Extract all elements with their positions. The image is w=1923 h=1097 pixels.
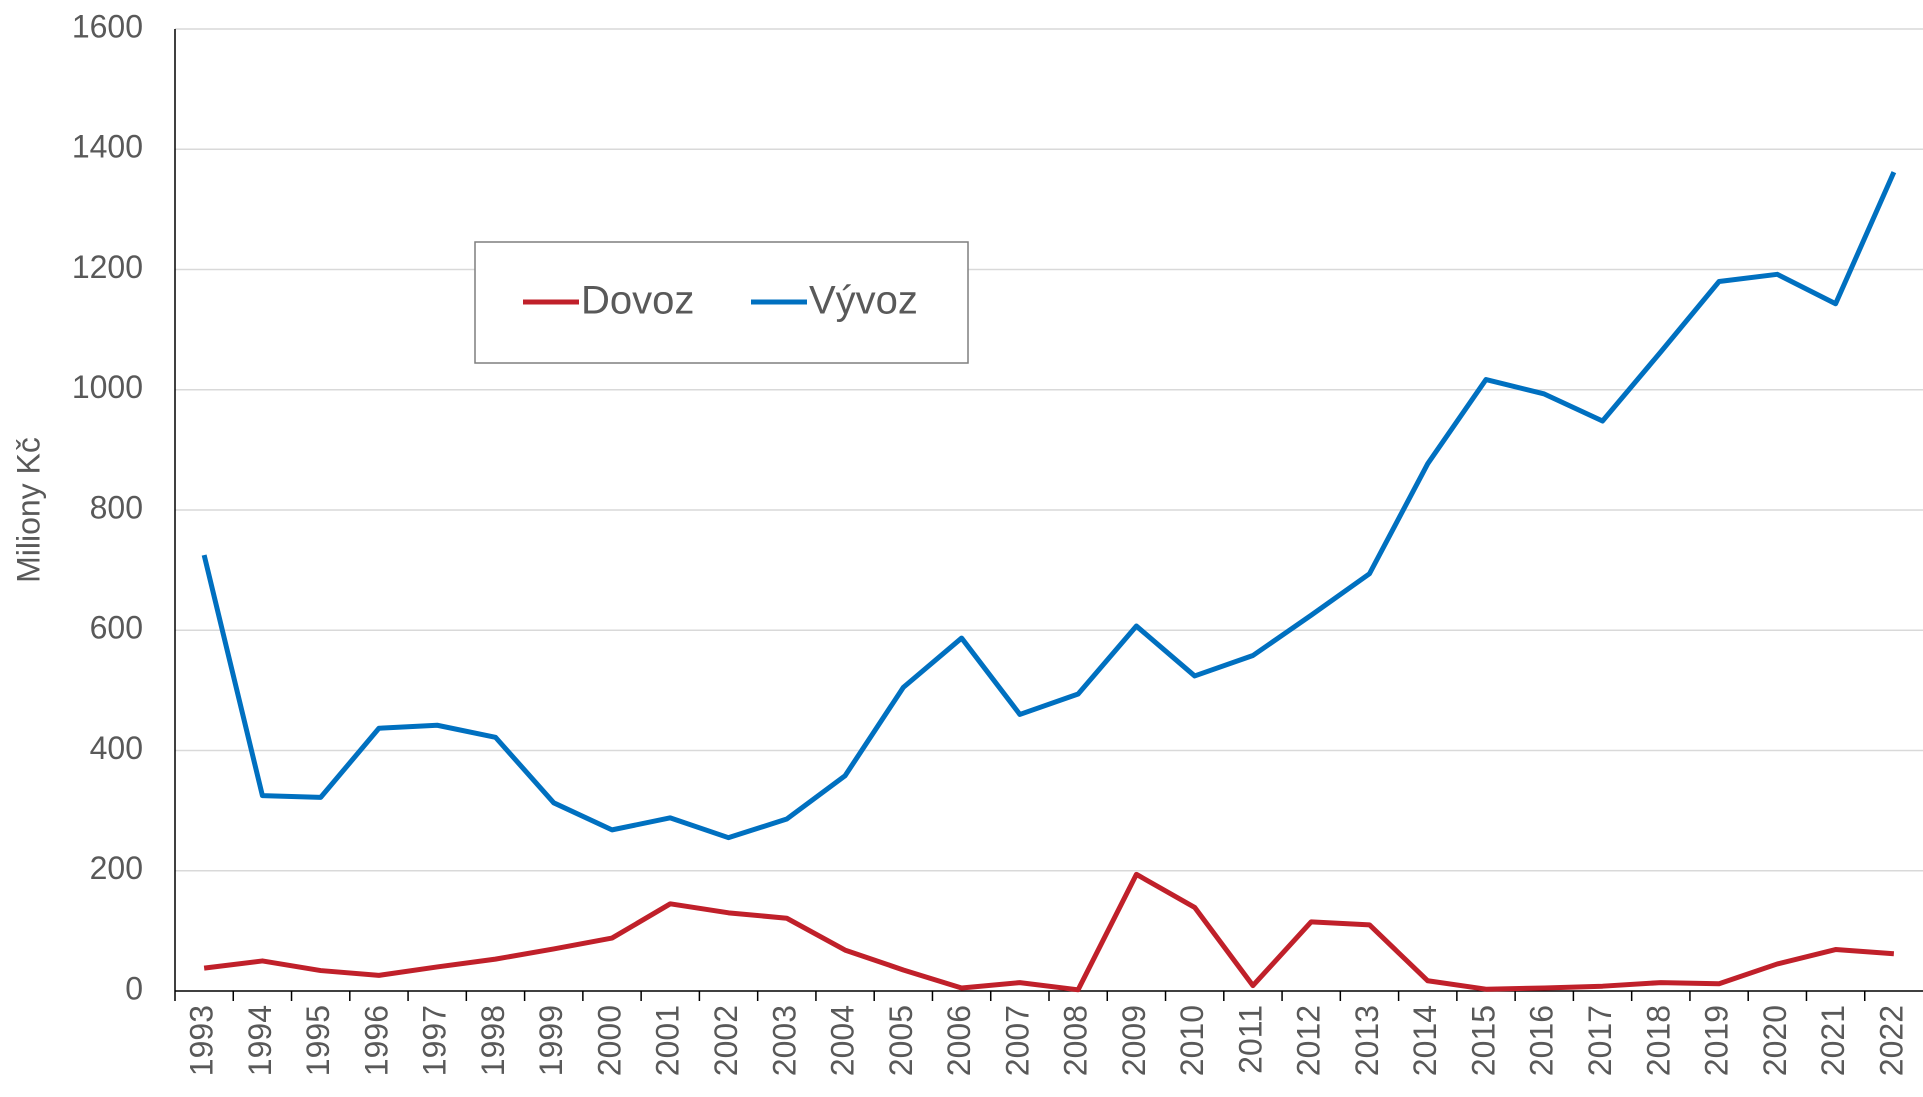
y-tick-label: 0 [125, 970, 143, 1006]
y-tick-label: 1000 [72, 369, 143, 405]
x-tick-label: 2010 [1174, 1005, 1210, 1076]
x-tick-label: 2018 [1640, 1005, 1676, 1076]
x-tick-label: 2011 [1232, 1005, 1268, 1074]
x-tick-label: 2006 [941, 1005, 977, 1076]
y-tick-label: 1200 [72, 249, 143, 285]
x-tick-label: 2007 [999, 1005, 1035, 1076]
x-tick-label: 1999 [533, 1005, 569, 1076]
y-axis-title: Miliony Kč [10, 437, 46, 583]
x-tick-label: 2005 [883, 1005, 919, 1076]
y-tick-label: 400 [90, 730, 143, 766]
y-tick-label: 800 [90, 489, 143, 525]
x-tick-label: 1998 [475, 1005, 511, 1076]
legend-label: Vývoz [809, 279, 918, 323]
x-tick-label: 1997 [417, 1005, 453, 1076]
x-tick-label: 1994 [242, 1005, 278, 1076]
line [201, 171, 1897, 841]
y-tick-label: 1400 [72, 129, 143, 165]
x-tick-label: 2021 [1815, 1005, 1851, 1076]
x-tick-label: 2013 [1349, 1005, 1385, 1076]
x-tick-label: 2020 [1757, 1005, 1793, 1076]
x-tick-label: 2014 [1407, 1005, 1443, 1076]
x-tick-label: 2015 [1465, 1005, 1501, 1076]
y-tick-label: 600 [90, 610, 143, 646]
x-tick-label: 2000 [591, 1005, 627, 1076]
x-tick-label: 2001 [650, 1005, 686, 1076]
x-tick-label: 2002 [708, 1005, 744, 1076]
y-tick-label: 1600 [72, 8, 143, 44]
x-tick-label: 1995 [300, 1005, 336, 1076]
y-tick-label: 200 [90, 850, 143, 886]
line [203, 871, 1895, 993]
x-tick-label: 2016 [1524, 1005, 1560, 1076]
x-tick-label: 2019 [1699, 1005, 1735, 1076]
x-tick-label: 2003 [766, 1005, 802, 1076]
x-tick-label: 1996 [358, 1005, 394, 1076]
x-tick-label: 2009 [1116, 1005, 1152, 1076]
x-tick-label: 2004 [825, 1005, 861, 1076]
x-tick-label: 2008 [1058, 1005, 1094, 1076]
x-tick-label: 1993 [184, 1005, 220, 1076]
legend-label: Dovoz [581, 279, 694, 323]
x-tick-label: 2022 [1873, 1005, 1909, 1076]
x-tick-label: 2017 [1582, 1005, 1618, 1076]
x-tick-label: 2012 [1291, 1005, 1327, 1076]
